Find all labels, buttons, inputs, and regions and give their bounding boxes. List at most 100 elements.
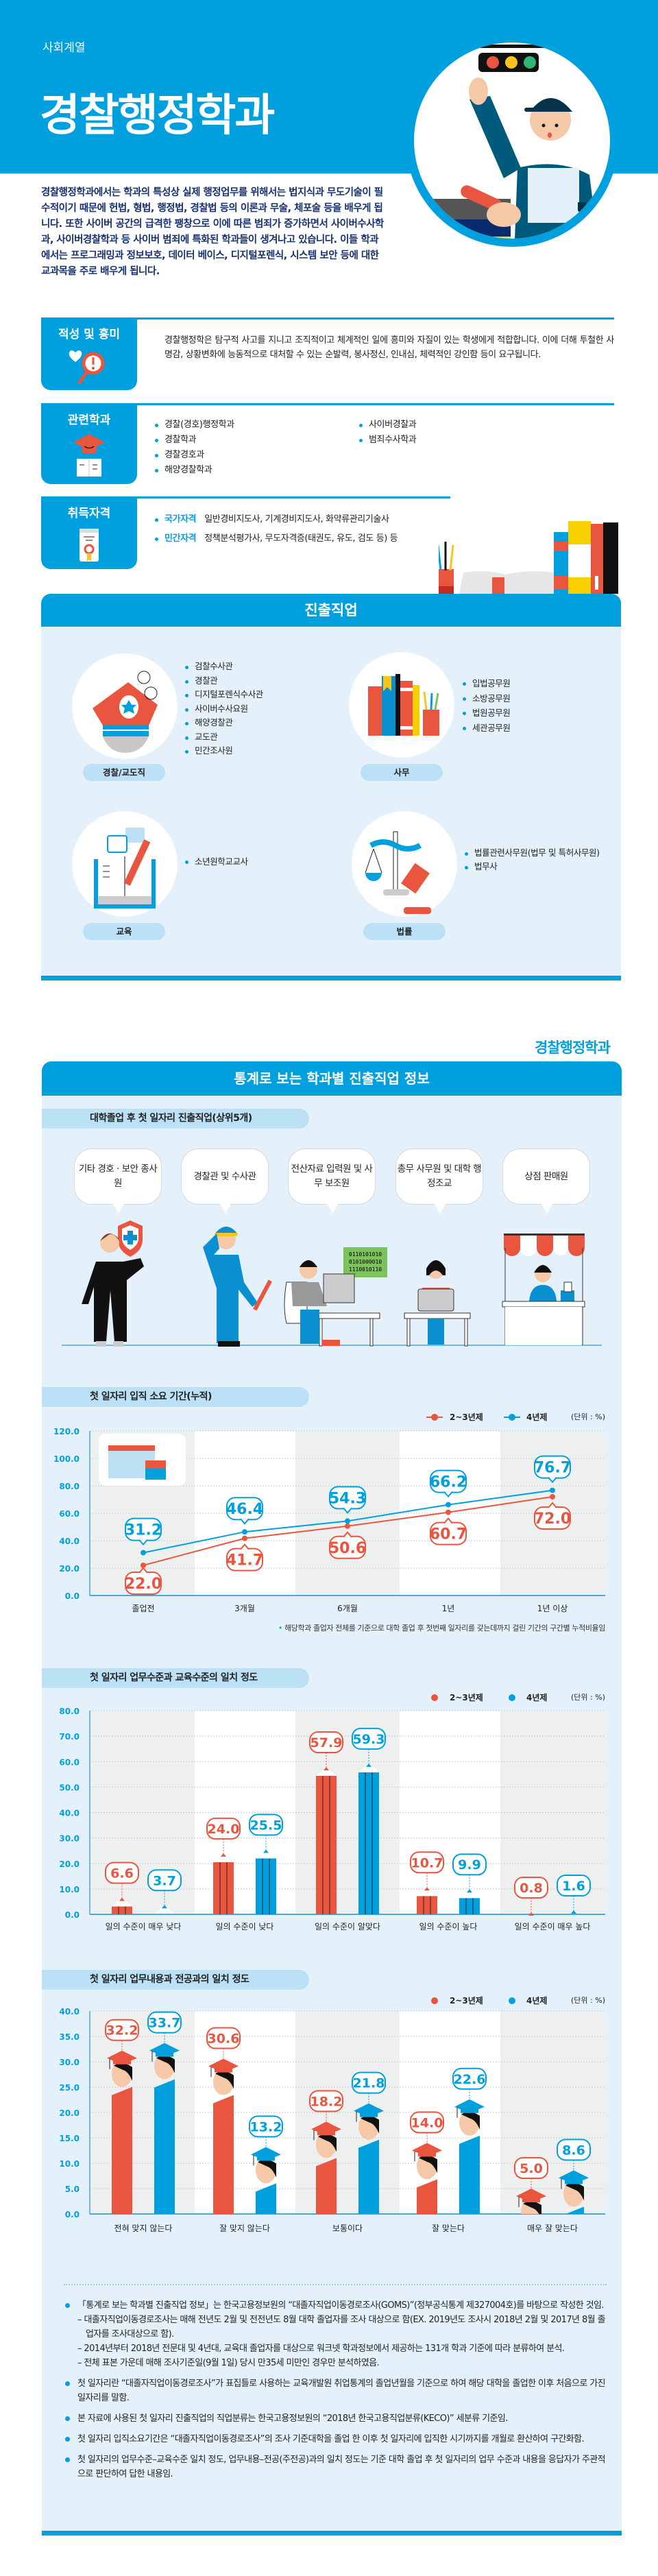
stats-header: 통계로 보는 학과별 진출직업 정보 bbox=[42, 1061, 622, 1096]
graduate-hair bbox=[461, 2112, 480, 2130]
unit-label: (단위 : %) bbox=[571, 1412, 605, 1421]
career-item: 디지털포렌식수사관 bbox=[185, 688, 263, 702]
data-label: 31.2 bbox=[125, 1522, 162, 1539]
data-label-box bbox=[309, 2090, 343, 2112]
career-item: 입법공무원 bbox=[463, 676, 511, 691]
intro-text: 경찰행정학과에서는 학과의 특성상 실제 행정업무를 위해서는 법지식과 무도기… bbox=[41, 187, 384, 277]
legend-marker-2-3 bbox=[431, 1414, 438, 1421]
data-label: 10.7 bbox=[411, 1855, 443, 1870]
data-label: 9.9 bbox=[458, 1857, 481, 1873]
y-tick-label: 40.0 bbox=[59, 1809, 80, 1818]
career-item: 소년원학교교사 bbox=[185, 854, 248, 869]
note-text: 첫 일자리란 “대졸자직업이동경로조사”가 표집틀로 사용하는 교육개발원 취업… bbox=[77, 2379, 606, 2403]
bar bbox=[358, 2139, 379, 2214]
pencil-tip bbox=[316, 1767, 337, 1777]
jobs-figures-illustration: 0110101010 0101000010 1110010110 bbox=[62, 1220, 602, 1347]
career-group-police: 경찰/교도직 bbox=[83, 764, 165, 781]
qualification-type: 민간자격 bbox=[164, 533, 197, 544]
graduation-book-icon bbox=[73, 434, 105, 477]
y-tick-label: 30.0 bbox=[59, 2058, 80, 2067]
data-label-box bbox=[249, 1814, 283, 1836]
graduation-cap-icon bbox=[107, 2050, 137, 2065]
chart2-legend: 2~3년제 4년제 (단위 : %) bbox=[411, 1692, 605, 1704]
pencil-tip bbox=[417, 1887, 437, 1897]
qualification-item: 민간자격 정책분석평가사, 무도자격증(태권도, 유도, 검도 등) 등 bbox=[155, 531, 398, 546]
data-point bbox=[345, 1523, 350, 1529]
pencil-lead bbox=[324, 1767, 329, 1771]
aptitude-section: 적성 및 흥미 경찰행정학은 탐구적 사고를 지니고 조직적이고 체계적인 일에… bbox=[41, 317, 614, 390]
note-item: 첫 일자리란 “대졸자직업이동경로조사”가 표집틀로 사용하는 교육개발원 취업… bbox=[64, 2376, 606, 2405]
data-point bbox=[141, 1550, 146, 1556]
x-tick-label: 졸업전 bbox=[132, 1604, 154, 1613]
data-label-tail bbox=[548, 1476, 557, 1484]
chart3-title: 첫 일자리 업무내용과 전공과의 일치 정도 bbox=[42, 1970, 309, 1990]
data-label-box bbox=[410, 1851, 444, 1874]
chart1-title: 첫 일자리 입직 소요 기간(누적) bbox=[42, 1387, 309, 1407]
bar bbox=[417, 2179, 437, 2214]
unit-label: (단위 : %) bbox=[571, 1996, 605, 2005]
police-officer-figure bbox=[203, 1227, 272, 1347]
graduation-cap-icon bbox=[454, 2099, 485, 2113]
data-label-box bbox=[206, 2027, 241, 2049]
data-label: 46.4 bbox=[226, 1501, 263, 1518]
related-major: 사이버경찰과 bbox=[359, 418, 417, 433]
scale-gavel-icon bbox=[365, 831, 431, 914]
data-label-box bbox=[557, 2139, 591, 2161]
y-tick-label: 30.0 bbox=[59, 1834, 80, 1844]
y-tick-label: 120.0 bbox=[53, 1427, 80, 1436]
book-pen-icon bbox=[94, 828, 156, 908]
y-tick-label: 25.0 bbox=[59, 2083, 80, 2093]
pencil-lead bbox=[162, 1905, 167, 1909]
y-tick-label: 35.0 bbox=[59, 2032, 80, 2042]
data-label: 72.0 bbox=[534, 1510, 571, 1528]
bar bbox=[459, 1898, 480, 1914]
graduate-hair bbox=[258, 2159, 276, 2178]
police-officer-illustration bbox=[406, 34, 618, 247]
data-point bbox=[446, 1502, 451, 1508]
data-label: 32.2 bbox=[106, 2023, 138, 2038]
chart1-note: 해당학과 졸업자 전체를 기준으로 대학 졸업 후 첫번째 일자리를 갖는데까지… bbox=[240, 1622, 605, 1633]
graduate-hair bbox=[419, 2155, 437, 2174]
data-label: 30.6 bbox=[208, 2032, 240, 2047]
data-entry-clerk-figure: 0110101010 0101000010 1110010110 bbox=[284, 1247, 387, 1347]
y-tick-label: 10.0 bbox=[59, 2159, 80, 2169]
aptitude-tab: 적성 및 흥미 bbox=[41, 317, 137, 390]
data-label-box bbox=[557, 1875, 591, 1897]
bar bbox=[316, 2158, 337, 2214]
qualifications-list: 국가자격 일반경비지도사, 기계경비지도사, 화약류관리기술사 민간자격 정책분석평… bbox=[155, 512, 398, 546]
data-label-tail bbox=[443, 1491, 453, 1498]
x-tick-label: 1년 이상 bbox=[537, 1604, 568, 1613]
data-label: 8.6 bbox=[562, 2143, 585, 2158]
job-bubble: 기타 경호 · 보안 종사원 bbox=[74, 1148, 162, 1214]
note-item: 첫 일자리의 업무수준–교육수준 일치 정도, 업무내용–전공(주전공)과의 일… bbox=[64, 2453, 606, 2481]
graduate-hair bbox=[361, 2116, 379, 2134]
department-logo: 경찰행정학과 bbox=[535, 1039, 611, 1056]
data-label-tail bbox=[240, 1543, 249, 1550]
qualification-type: 국가자격 bbox=[164, 514, 197, 525]
graduate-bar bbox=[107, 2050, 137, 2214]
data-label-box bbox=[147, 2011, 182, 2034]
binary-line: 0101000010 bbox=[349, 1259, 382, 1265]
x-tick-label: 전혀 맞지 않는다 bbox=[114, 2224, 173, 2233]
legend-marker-4 bbox=[509, 1414, 515, 1421]
data-label-box bbox=[452, 2067, 487, 2090]
data-point bbox=[446, 1509, 451, 1515]
career-item: 법무사 bbox=[465, 860, 600, 874]
pencil-lead bbox=[221, 1853, 226, 1857]
police-cap-icon bbox=[93, 671, 158, 753]
data-label: 59.3 bbox=[353, 1732, 385, 1747]
page-title: 경찰행정학과 bbox=[40, 91, 275, 141]
data-label: 1.6 bbox=[562, 1879, 585, 1894]
x-tick-label: 일의 수준이 알맞다 bbox=[315, 1922, 380, 1931]
qualification-item: 국가자격 일반경비지도사, 기계경비지도사, 화약류관리기술사 bbox=[155, 512, 398, 527]
data-label: 5.0 bbox=[520, 2161, 543, 2176]
bar bbox=[213, 1862, 234, 1914]
graduation-cap-icon bbox=[354, 2103, 384, 2117]
qualification-value: 일반경비지도사, 기계경비지도사, 화약류관리기술사 bbox=[204, 514, 389, 525]
graduate-hair bbox=[318, 2134, 337, 2152]
aptitude-description: 경찰행정학은 탐구적 사고를 지니고 조직적이고 체계적인 일에 흥미와 자질이… bbox=[164, 335, 614, 360]
career-item: 교도관 bbox=[185, 730, 263, 745]
bar bbox=[459, 2135, 480, 2214]
data-point bbox=[345, 1518, 350, 1524]
legend-label: 2~3년제 bbox=[450, 1996, 483, 2006]
